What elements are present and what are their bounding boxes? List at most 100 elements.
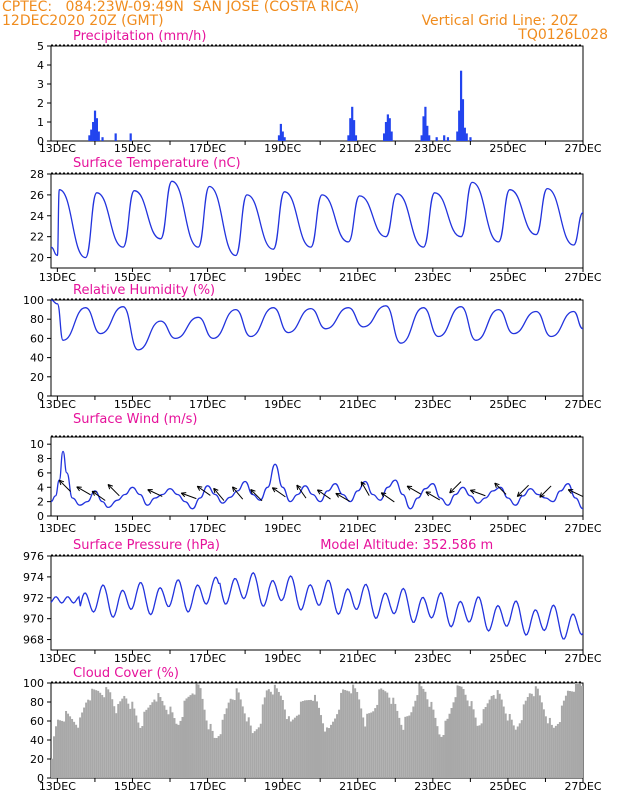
wind-arrow-head xyxy=(539,495,545,498)
wind-arrow-head xyxy=(180,492,186,498)
y-tick-label: 2 xyxy=(37,97,44,110)
cloud-bar xyxy=(400,724,403,778)
wind-arrow-shaft xyxy=(296,484,307,499)
cloud-bar xyxy=(85,702,88,778)
y-tick-label: 80 xyxy=(30,696,44,709)
cloud-bar xyxy=(293,717,296,778)
cloud-bar xyxy=(558,722,561,778)
cloud-bar xyxy=(416,695,419,778)
header-date: 12DEC2020 20Z (GMT) xyxy=(2,13,164,29)
y-tick-label: 974 xyxy=(23,571,44,584)
cloud-bar xyxy=(418,683,421,778)
x-tick-label: 21DEC xyxy=(339,522,376,535)
cloud-bar xyxy=(189,695,192,778)
wind-arrow-head xyxy=(316,489,321,495)
wind-arrow-shaft xyxy=(272,487,286,498)
y-tick-label: 20 xyxy=(30,753,44,766)
cloud-bar xyxy=(370,712,373,778)
cloud-bar xyxy=(382,689,385,778)
cloud-bar xyxy=(235,688,238,778)
cloud-bar xyxy=(402,729,405,778)
cloud-bar xyxy=(169,706,172,778)
precip-bar xyxy=(92,122,95,141)
cloud-bar xyxy=(83,707,86,778)
precip-bar xyxy=(390,131,393,141)
cloud-bar xyxy=(532,696,535,778)
cloud-bar xyxy=(390,703,393,778)
y-tick-label: 40 xyxy=(30,734,44,747)
precip-bar xyxy=(347,135,350,141)
cloud-bar xyxy=(528,693,531,778)
cloud-bar xyxy=(259,723,262,778)
x-tick-label: 17DEC xyxy=(189,522,226,535)
precip-bar xyxy=(443,135,446,141)
pressure-line xyxy=(50,571,584,640)
cloud-bar xyxy=(502,706,505,778)
cloud-bar xyxy=(81,712,84,778)
cloud-bar xyxy=(494,698,497,778)
cloud-bar xyxy=(217,736,220,778)
cloud-bar xyxy=(119,701,122,778)
wind-arrow xyxy=(494,482,507,495)
precip-bar xyxy=(459,70,463,141)
wind-arrow-head xyxy=(406,485,411,491)
cloud-bar xyxy=(464,694,467,778)
cloud-bar xyxy=(490,695,493,778)
cloud-bar xyxy=(358,699,361,778)
wind-arrow-head xyxy=(59,479,65,483)
cloud-bar xyxy=(193,694,196,778)
cloud-bar xyxy=(245,721,248,778)
cloud-bar xyxy=(496,690,499,778)
cloud-bar xyxy=(107,689,110,778)
cloud-bar xyxy=(504,713,507,778)
cloud-bar xyxy=(179,720,182,778)
precip-bar xyxy=(458,110,461,141)
y-tick-label: 20 xyxy=(30,252,44,265)
wind-speed-line xyxy=(50,450,584,510)
cloud-bar xyxy=(572,691,575,778)
cloud-bar xyxy=(438,734,441,778)
panel-title: Precipitation (mm/h) xyxy=(73,29,206,44)
wind-arrow xyxy=(567,489,583,497)
cloud-bar xyxy=(71,718,74,778)
precip-bar xyxy=(446,137,450,141)
wind-arrow-head xyxy=(360,481,366,486)
cloud-bar xyxy=(313,694,316,778)
cloud-bar xyxy=(63,721,66,778)
cloud-bar xyxy=(362,717,365,778)
cloud-bar xyxy=(263,697,266,778)
wind-arrow-shaft xyxy=(425,491,441,501)
cloud-bar xyxy=(209,723,212,778)
y-tick-label: 4 xyxy=(37,481,44,494)
precip-bar xyxy=(386,114,389,141)
x-tick-label: 25DEC xyxy=(489,271,526,284)
cloud-bar xyxy=(97,690,100,778)
cloud-bar xyxy=(55,726,58,778)
x-tick-label: 23DEC xyxy=(414,780,451,793)
x-tick-label: 25DEC xyxy=(489,398,526,411)
x-tick-label: 13DEC xyxy=(39,142,76,155)
humidity-line xyxy=(50,299,584,351)
cloud-bar xyxy=(77,727,80,778)
cloud-bar xyxy=(414,700,417,778)
wind-arrow-shaft xyxy=(335,492,350,502)
panel-title: Surface Temperature (nC) xyxy=(73,156,241,171)
cloud-bar xyxy=(67,713,70,778)
x-tick-label: 21DEC xyxy=(339,780,376,793)
x-tick-label: 19DEC xyxy=(264,142,301,155)
y-tick-label: 80 xyxy=(30,313,44,326)
cloud-bar xyxy=(568,691,571,778)
wind-arrow-shaft xyxy=(196,485,211,496)
cloud-bar xyxy=(121,698,124,778)
wind-arrow-head xyxy=(58,480,62,486)
x-tick-label: 15DEC xyxy=(114,522,151,535)
wind-arrow-head xyxy=(380,492,385,498)
wind-arrow xyxy=(250,489,263,502)
y-tick-label: 28 xyxy=(30,168,44,181)
cloud-bar xyxy=(346,690,349,778)
cloud-bar xyxy=(167,714,170,778)
cloud-bar xyxy=(332,721,335,778)
wind-arrow-shaft xyxy=(380,492,395,503)
precip-bar xyxy=(88,135,91,141)
y-tick-label: 2 xyxy=(37,496,44,509)
